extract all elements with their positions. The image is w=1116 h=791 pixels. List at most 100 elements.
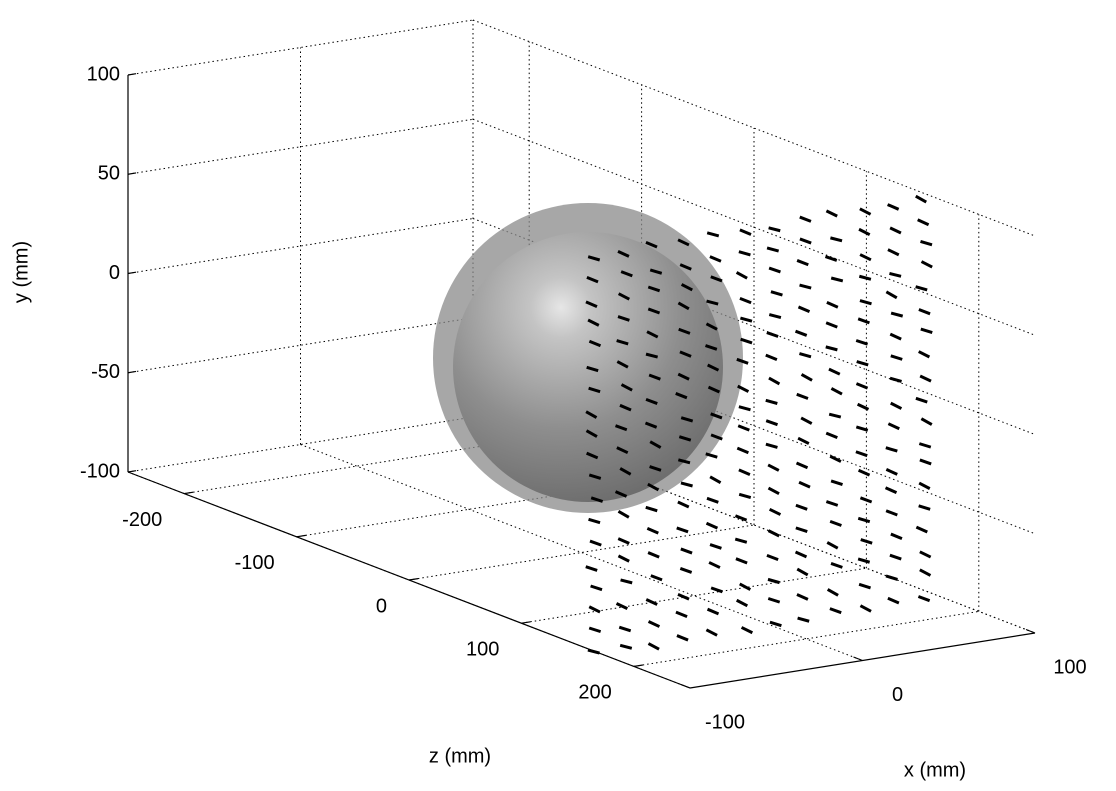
field-dash: [767, 463, 780, 472]
field-dash: [587, 255, 601, 262]
field-dash: [830, 236, 843, 243]
field-dash: [800, 416, 813, 425]
field-dash: [885, 574, 898, 581]
field-dash: [800, 373, 813, 382]
field-dash: [585, 410, 598, 419]
field-dash: [859, 299, 872, 306]
field-dash: [739, 582, 752, 591]
field-dash: [734, 514, 748, 522]
field-dash: [828, 367, 841, 376]
field-dash: [766, 331, 779, 338]
grid-line: [472, 19, 1036, 237]
sphere: [433, 203, 743, 513]
field-dash: [920, 239, 933, 247]
x-tick: [680, 683, 691, 689]
field-dash: [917, 218, 930, 227]
field-dash: [799, 283, 812, 290]
field-dash: [678, 327, 691, 335]
x-tick: [1025, 628, 1036, 634]
field-dash: [735, 598, 749, 608]
field-dash: [830, 387, 843, 396]
field-dash: [736, 357, 749, 365]
z-tick: [296, 534, 306, 538]
y-tick: [127, 470, 137, 473]
field-dash: [586, 451, 599, 460]
field-dash: [680, 283, 693, 292]
field-dash: [795, 526, 808, 533]
field-dash: [859, 207, 872, 216]
field-dash: [706, 607, 720, 616]
field-dash: [647, 620, 661, 628]
field-dash: [825, 500, 839, 507]
field-dash: [765, 442, 778, 449]
field-dash: [795, 503, 808, 511]
y-tick-label: 100: [87, 63, 120, 85]
field-dash: [765, 353, 778, 361]
field-dash: [645, 505, 658, 513]
field-dash: [650, 574, 663, 582]
field-dash: [614, 424, 628, 432]
field-dash: [825, 345, 838, 352]
field-dash: [738, 250, 751, 257]
field-dash: [920, 417, 933, 426]
field-dash: [678, 435, 692, 442]
field-dash: [588, 386, 601, 394]
field-dash: [740, 626, 754, 635]
field-dash: [766, 553, 779, 562]
field-dash: [616, 360, 629, 369]
y-tick-label: -100: [80, 460, 120, 482]
field-dash: [737, 424, 750, 432]
field-dash: [887, 248, 900, 257]
field-dash: [679, 263, 692, 271]
field-dash: [858, 227, 871, 237]
z-tick: [184, 491, 194, 495]
field-dash: [620, 270, 633, 278]
field-dash: [799, 237, 812, 245]
field-dash: [858, 582, 871, 590]
z-tick-label: -200: [122, 509, 162, 531]
field-dash: [710, 275, 723, 283]
field-dash: [675, 392, 688, 400]
field-dash: [855, 425, 869, 432]
field-dash: [794, 550, 808, 559]
field-dash: [590, 584, 603, 592]
field-dash: [797, 616, 810, 623]
field-dash: [680, 547, 693, 555]
field-dash: [589, 539, 602, 547]
field-dash: [740, 337, 753, 345]
field-dash: [645, 397, 658, 405]
field-dash: [677, 238, 690, 247]
field-dash: [797, 436, 810, 445]
field-dash: [620, 383, 633, 392]
field-dash: [645, 598, 658, 606]
field-dash: [830, 276, 844, 283]
field-dash: [857, 317, 870, 325]
field-dash: [885, 290, 898, 300]
field-dash: [735, 271, 748, 280]
field-dash: [679, 350, 692, 358]
field-dash: [710, 433, 723, 441]
field-dash: [677, 458, 691, 465]
y-tick-label: 50: [98, 163, 120, 185]
field-dash: [647, 285, 661, 293]
field-dash: [797, 305, 811, 313]
field-dash: [617, 537, 630, 545]
field: [585, 194, 933, 655]
field-dash: [799, 352, 812, 359]
field-dash: [738, 468, 751, 477]
field-dash: [825, 209, 838, 218]
field-dash: [645, 241, 658, 249]
field-dash: [915, 285, 928, 292]
field-dash: [767, 486, 780, 496]
field-dash: [829, 454, 842, 463]
field-dash: [859, 496, 873, 504]
field-dash: [918, 481, 931, 490]
field-dash: [735, 557, 748, 565]
field-dash: [829, 519, 842, 527]
grid-line: [521, 567, 867, 624]
field-dash: [617, 554, 630, 563]
field-dash: [680, 416, 694, 423]
field-dash: [617, 315, 630, 322]
y-tick: [127, 271, 137, 275]
